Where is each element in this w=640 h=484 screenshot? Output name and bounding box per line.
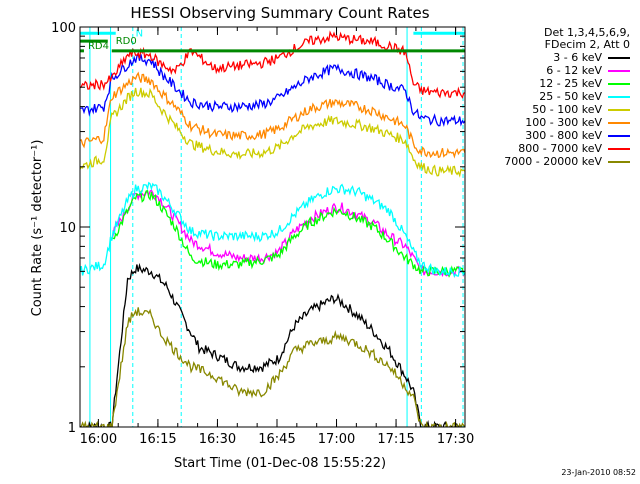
legend-label: 7000 - 20000 keV — [504, 155, 602, 168]
legend-label: 12 - 25 keV — [539, 77, 602, 90]
legend-entry: 6 - 12 keV — [470, 64, 630, 77]
legend-entry: 300 - 800 keV — [470, 129, 630, 142]
legend-swatch — [608, 108, 630, 111]
y-tick-label: 10 — [59, 221, 76, 236]
legend-label: 6 - 12 keV — [546, 64, 602, 77]
legend-label: 3 - 6 keV — [553, 51, 602, 64]
series-line — [80, 262, 465, 427]
flag-label: RD0 — [116, 36, 137, 47]
timestamp: 23-Jan-2010 08:52 — [561, 468, 636, 477]
x-tick-label: 16:45 — [258, 432, 295, 447]
legend-swatch — [608, 56, 630, 59]
series-line — [80, 51, 465, 127]
y-tick-label: 1 — [68, 421, 76, 436]
legend-swatch — [608, 69, 630, 72]
legend-label: 25 - 50 keV — [539, 90, 602, 103]
x-tick-label: 16:00 — [80, 432, 117, 447]
legend-swatch — [608, 121, 630, 124]
legend-entry: 25 - 50 keV — [470, 90, 630, 103]
series-line — [80, 307, 465, 427]
legend-entry: 3 - 6 keV — [470, 51, 630, 64]
series-line — [111, 189, 465, 278]
y-tick-label: 100 — [51, 21, 76, 36]
legend-swatch — [608, 134, 630, 137]
legend-header-line-1: Det 1,3,4,5,6,9, — [543, 26, 630, 39]
x-tick-label: 17:15 — [377, 432, 414, 447]
legend-header-line-2: FDecim 2, Att 0 — [544, 38, 630, 51]
legend-entry: 800 - 7000 keV — [470, 142, 630, 155]
x-tick-label: 17:30 — [437, 432, 474, 447]
legend-swatch — [608, 160, 630, 163]
flag-label: RD4 — [88, 41, 109, 52]
chart-title: HESSI Observing Summary Count Rates — [130, 4, 429, 22]
legend-entry: 50 - 100 keV — [470, 103, 630, 116]
legend-entry: 100 - 300 keV — [470, 116, 630, 129]
legend: Det 1,3,4,5,6,9, FDecim 2, Att 0 3 - 6 k… — [470, 27, 630, 168]
legend-label: 300 - 800 keV — [525, 129, 602, 142]
legend-swatch — [608, 82, 630, 85]
legend-entry: 7000 - 20000 keV — [470, 155, 630, 168]
legend-swatch — [608, 147, 630, 150]
x-axis-label: Start Time (01-Dec-08 15:55:22) — [174, 456, 386, 471]
series-line — [80, 181, 465, 278]
series-line — [80, 71, 465, 159]
legend-label: 800 - 7000 keV — [518, 142, 602, 155]
legend-entry: 12 - 25 keV — [470, 77, 630, 90]
legend-swatch — [608, 95, 630, 98]
legend-label: 50 - 100 keV — [532, 103, 602, 116]
legend-label: 100 - 300 keV — [525, 116, 602, 129]
x-tick-label: 17:00 — [318, 432, 355, 447]
x-tick-label: 16:30 — [199, 432, 236, 447]
x-tick-label: 16:15 — [139, 432, 176, 447]
flag-label: N — [136, 28, 143, 39]
series-line — [80, 87, 465, 178]
y-axis-label: Count Rate (s⁻¹ detector⁻¹) — [30, 140, 45, 317]
